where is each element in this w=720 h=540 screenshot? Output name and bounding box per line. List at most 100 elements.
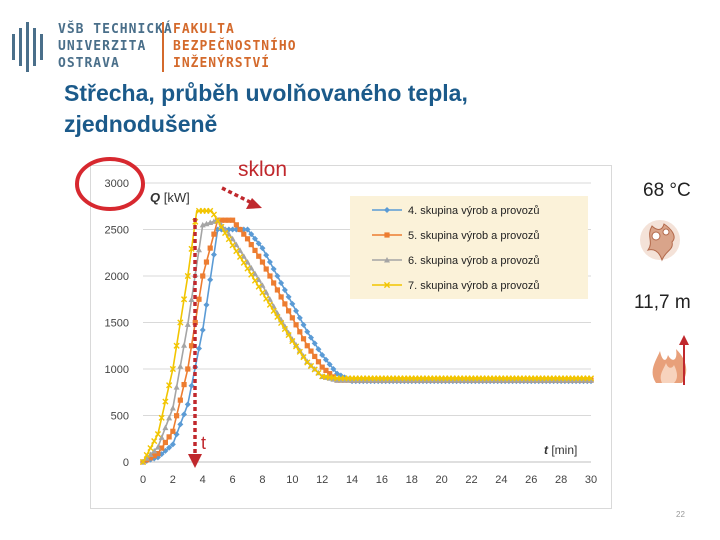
slope-arrow	[221, 186, 262, 209]
data-point	[274, 287, 280, 293]
data-point	[169, 365, 176, 373]
x-tick-label: 4	[200, 474, 206, 486]
university-emblem-icon	[12, 22, 43, 72]
data-point	[308, 334, 314, 341]
data-point	[166, 382, 173, 389]
data-point	[292, 343, 300, 350]
data-point	[177, 363, 184, 369]
data-point	[180, 296, 188, 303]
data-point	[159, 445, 165, 451]
data-point	[196, 345, 202, 352]
y-max-highlight-circle	[75, 157, 145, 211]
x-tick-label: 6	[230, 474, 236, 486]
data-point	[293, 341, 300, 348]
time-annotation: t	[201, 433, 206, 453]
data-point	[300, 321, 307, 328]
data-point	[300, 352, 307, 359]
data-point	[211, 231, 217, 237]
data-point	[188, 343, 195, 349]
chart-grid	[143, 182, 591, 463]
data-point	[210, 251, 217, 258]
time-arrow	[188, 218, 202, 468]
x-tick-label: 0	[140, 474, 146, 486]
data-point	[263, 289, 270, 295]
data-point	[311, 340, 318, 347]
data-point	[233, 248, 240, 255]
temperature-value: 68 °C	[643, 180, 691, 201]
data-point	[222, 217, 228, 223]
legend-label: 6. skupina výrob a provozů	[408, 255, 539, 267]
data-point	[173, 342, 180, 349]
data-point	[237, 226, 243, 233]
data-point	[210, 211, 218, 218]
data-point	[233, 222, 239, 228]
x-tick-label: 12	[316, 474, 328, 486]
y-tick-label: 3000	[105, 178, 129, 190]
data-point	[229, 242, 236, 249]
data-point	[154, 444, 161, 450]
data-point	[252, 235, 258, 242]
data-point	[255, 276, 262, 282]
data-point	[315, 346, 322, 353]
data-point	[207, 245, 213, 251]
y-tick-label: 2000	[105, 271, 129, 283]
page-number: 22	[676, 510, 685, 519]
chart-legend: 4. skupina výrob a provozů 5. skupina výr…	[350, 196, 588, 299]
y-tick-labels: 0 500 1000 1500 2000 2500 3000	[105, 178, 129, 469]
data-point	[248, 264, 255, 271]
x-tick-label: 16	[376, 474, 388, 486]
data-point	[296, 314, 303, 321]
data-point	[319, 364, 325, 370]
data-point	[588, 377, 594, 383]
data-point	[286, 308, 292, 314]
data-point	[139, 458, 147, 466]
flame-burst-icon	[640, 220, 680, 262]
data-point	[319, 352, 326, 359]
data-point	[255, 283, 262, 290]
data-point	[162, 424, 169, 431]
data-point	[289, 315, 295, 321]
x-tick-label: 10	[286, 474, 298, 486]
height-value: 11,7 m	[634, 292, 691, 313]
data-point	[300, 336, 307, 342]
data-point	[166, 444, 173, 451]
data-point	[203, 301, 210, 308]
data-point	[192, 319, 198, 326]
data-point	[158, 414, 165, 421]
data-point	[281, 286, 288, 293]
data-point	[312, 353, 318, 360]
data-point	[200, 273, 206, 279]
data-point	[248, 271, 255, 278]
legend-item: 4. skupina výrob a provozů	[372, 205, 539, 217]
legend-marker	[384, 232, 390, 238]
data-point	[278, 319, 285, 327]
data-point	[169, 441, 176, 448]
data-point	[158, 434, 165, 440]
data-point	[282, 301, 288, 307]
data-point	[233, 241, 240, 248]
data-point	[240, 253, 247, 259]
data-point	[196, 296, 202, 302]
data-point	[289, 338, 296, 345]
data-point	[229, 226, 236, 233]
series-4	[139, 207, 595, 466]
data-point	[296, 347, 303, 353]
data-point	[181, 342, 188, 348]
legend-item: 5. skupina výrob a provozů	[372, 230, 539, 242]
data-point	[154, 431, 162, 438]
data-point	[151, 437, 158, 445]
slope-annotation: sklon	[238, 158, 288, 181]
data-point	[218, 217, 224, 223]
slide-title: Střecha, průběh uvolňovaného tepla, zjed…	[64, 80, 468, 137]
data-point	[214, 217, 221, 224]
university-name: VŠB TECHNICKÁ UNIVERZITA OSTRAVA	[58, 22, 173, 71]
data-point	[326, 361, 333, 368]
data-point	[304, 328, 311, 335]
x-axis-label: t [min]	[544, 443, 577, 457]
data-point	[185, 366, 191, 372]
data-point	[166, 414, 173, 421]
data-point	[188, 296, 195, 302]
data-point	[226, 217, 232, 223]
data-point	[225, 236, 232, 243]
